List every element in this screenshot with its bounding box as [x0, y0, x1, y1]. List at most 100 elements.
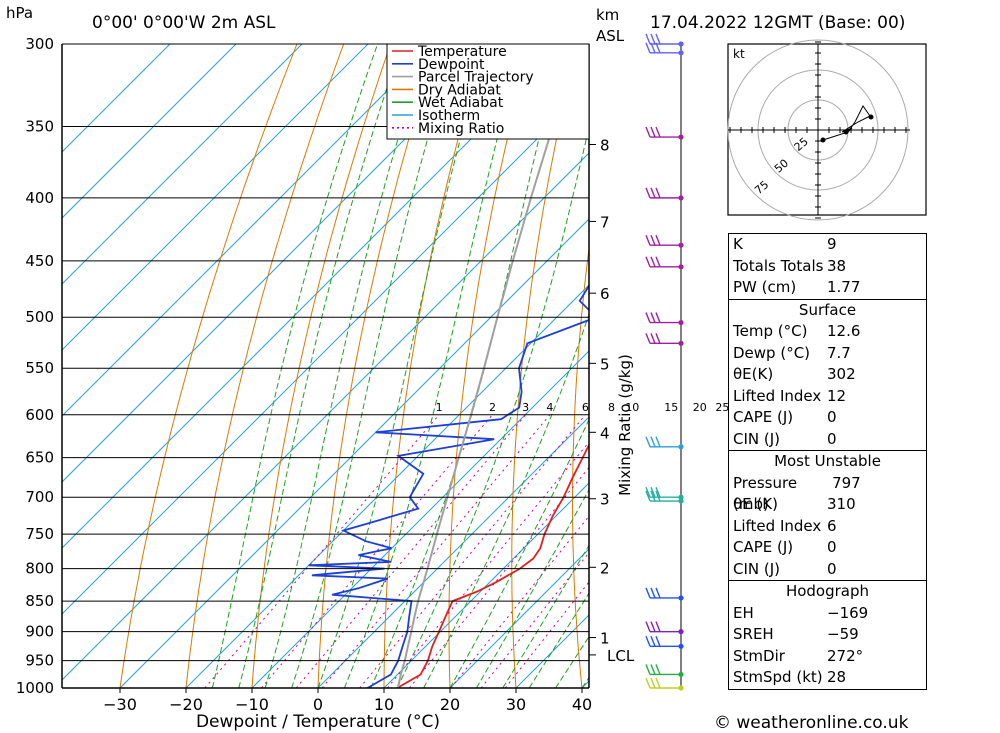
wind-barbs: [645, 33, 684, 691]
stmspd-value: 28: [827, 668, 847, 686]
hodograph-unit: kt: [733, 47, 745, 61]
stmdir-label: StmDir: [733, 646, 785, 665]
mu-li-label: Lifted Index: [733, 516, 822, 535]
wind-barb-flag: [645, 677, 651, 689]
eh-row: EH −169: [729, 603, 926, 625]
mixing-ratio-label: 2: [489, 401, 496, 414]
wind-barb-flag: [655, 187, 661, 199]
wind-barb-flag: [655, 486, 661, 498]
wind-barb-flag: [645, 187, 651, 199]
pressure-tick-label: 850: [25, 592, 54, 610]
wind-barb-flag: [655, 256, 661, 268]
wind-barb-dot: [678, 595, 684, 601]
surface-temp-value: 12.6: [827, 322, 861, 340]
dry-adiabat-line: [511, 44, 579, 688]
wet-adiabat-line: [396, 125, 589, 688]
pressure-tick-label: 650: [25, 449, 54, 467]
wind-barb-dot: [678, 444, 684, 450]
mixing-ratio-line: [321, 414, 551, 688]
isotherm-line: [62, 44, 435, 417]
x-tick-label: 20: [440, 695, 460, 714]
wind-barb-flag: [650, 333, 656, 344]
sreh-row: SREH −59: [729, 624, 926, 646]
pressure-tick-label: 600: [25, 406, 54, 424]
wind-barb-flag: [655, 490, 661, 502]
wind-barb-dot: [678, 50, 684, 56]
wind-barb-flag: [655, 234, 661, 246]
wind-barb-flag: [645, 333, 651, 344]
legend-entry: Dewpoint: [418, 57, 485, 73]
x-tick-label: 0: [313, 695, 323, 714]
wind-barb-dot: [678, 671, 684, 678]
wind-barb-flag: [645, 33, 651, 45]
wind-barb-flag: [645, 636, 651, 647]
wind-barb-flag: [645, 490, 651, 502]
dewpoint-line: [308, 284, 589, 688]
wind-barb-flag: [650, 621, 656, 632]
surface-theta-label: θE(K): [733, 365, 774, 383]
km-tick-label: 3: [600, 491, 610, 509]
wind-barb-flag: [655, 312, 661, 323]
mixing-ratio-label: 4: [546, 401, 553, 414]
wind-barb-flag: [650, 587, 656, 599]
wind-barb-flag: [655, 677, 661, 689]
mixing-ratio-label: 20: [693, 401, 707, 414]
wind-barb-flag: [655, 333, 661, 344]
mixing-ratio-line: [295, 414, 526, 688]
x-tick-label: −20: [169, 695, 203, 714]
stmspd-label: StmSpd (kt): [733, 668, 823, 686]
legend-entry: Wet Adiabat: [418, 95, 504, 111]
pressure-tick-label: 500: [25, 308, 54, 326]
pressure-tick-label: 400: [25, 189, 54, 207]
legend-entry: Isotherm: [418, 108, 480, 124]
km-tick-label: 5: [600, 355, 610, 373]
legend-entry: Mixing Ratio: [418, 121, 504, 137]
wind-barb-flag: [650, 33, 656, 45]
pressure-tick-label: 900: [25, 623, 54, 641]
wind-barb-flag: [650, 42, 656, 54]
wind-barb-flag: [650, 234, 656, 246]
axes: 1 2 3 4 6 8 10 15 20 2530035040045050055060065070…: [16, 35, 730, 714]
pressure-tick-label: 450: [25, 252, 54, 270]
pressure-tick-label: 550: [25, 359, 54, 377]
wind-barb-flag: [650, 490, 656, 502]
eh-label: EH: [733, 603, 754, 622]
wind-barb-dot: [678, 340, 684, 346]
surface-cin-label: CIN (J): [733, 429, 781, 448]
pressure-tick-label: 950: [25, 652, 54, 670]
isotherm-line: [62, 44, 303, 285]
wind-barb-flag: [645, 436, 651, 448]
mu-theta-row: θE (K) 310: [729, 494, 926, 516]
stmdir-row: StmDir 272°: [729, 646, 926, 668]
surface-li-label: Lifted Index: [733, 386, 822, 405]
sreh-value: −59: [827, 625, 859, 643]
wind-barb-dot: [678, 264, 684, 270]
asl-label: ASL: [596, 27, 625, 45]
wind-barb-flag: [650, 664, 656, 675]
wind-barb-dot: [678, 319, 684, 326]
isotherm-line: [62, 44, 501, 483]
wind-barb-flag: [645, 587, 651, 599]
km-tick-label: 6: [600, 285, 610, 303]
sreh-label: SREH: [733, 625, 774, 643]
wet-adiabat-line: [502, 544, 589, 688]
isotherm-line: [449, 548, 589, 688]
pw-row: PW (cm) 1.77: [729, 277, 926, 299]
wet-adiabat-line: [343, 44, 523, 688]
surface-cin-row: CIN (J) 0: [729, 429, 926, 451]
mixing-ratio-label: 15: [664, 401, 678, 414]
dry-adiabat-line: [689, 44, 719, 688]
wind-barb-flag: [655, 621, 661, 632]
hodograph-stats-title: Hodograph: [785, 582, 870, 600]
mu-cape-label: CAPE (J): [733, 538, 794, 556]
wind-barb-flag: [650, 486, 656, 498]
mixing-ratio-axis-label: Mixing Ratio (g/kg): [616, 354, 634, 496]
wind-barb-flag: [650, 126, 656, 138]
hodograph-point: [868, 114, 874, 120]
wind-barb-flag: [645, 126, 651, 138]
pressure-tick-label: 1000: [16, 679, 54, 697]
